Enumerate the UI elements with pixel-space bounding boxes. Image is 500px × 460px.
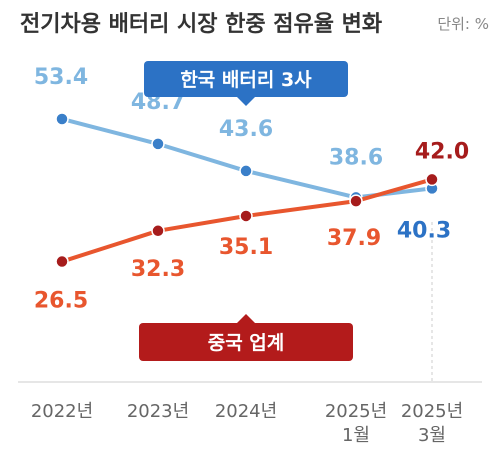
series-badge-0: 한국 배터리 3사 — [144, 61, 348, 106]
badge-pointer — [237, 314, 255, 323]
data-label: 43.6 — [219, 117, 273, 142]
chart-title: 전기차용 배터리 시장 한중 점유율 변화 — [20, 12, 382, 37]
x-tick-label: 2024년 — [215, 401, 277, 422]
data-label: 42.0 — [415, 139, 469, 164]
data-label: 32.3 — [131, 257, 185, 282]
data-label: 38.6 — [329, 145, 383, 170]
data-point — [349, 194, 363, 208]
series-badge-1: 중국 업계 — [139, 314, 353, 361]
data-label: 40.3 — [397, 218, 451, 243]
series-layer: 53.448.743.638.640.326.532.335.1 37.942.0 — [34, 65, 469, 314]
data-point — [55, 112, 69, 126]
data-label: 37.9 — [327, 226, 381, 251]
x-tick-labels: 2022년 2023년 2024년 2025년 1월 2025년 3월 — [31, 401, 463, 446]
series-1: 26.5 32.3 35.1 37.9 42.0 — [34, 139, 469, 313]
data-point — [151, 137, 165, 151]
data-point — [425, 172, 439, 187]
x-tick-label: 1월 — [342, 425, 370, 446]
series-name: 중국 업계 — [208, 332, 285, 354]
x-tick-label: 2025년 — [325, 401, 387, 422]
data-point — [55, 254, 69, 269]
series-name: 한국 배터리 3사 — [180, 69, 312, 91]
x-tick-label: 2023년 — [127, 401, 189, 422]
series-0: 53.448.743.638.640.3 — [34, 65, 451, 243]
x-tick-label: 3월 — [418, 425, 446, 446]
data-label: 35.1 — [219, 235, 273, 260]
x-tick-label: 2022년 — [31, 401, 93, 422]
x-tick-label: 2025년 — [401, 401, 463, 422]
data-point — [239, 164, 253, 178]
badge-box — [139, 323, 353, 361]
data-point — [151, 224, 165, 238]
badge-pointer — [237, 97, 255, 106]
data-label: 53.4 — [34, 65, 88, 90]
data-label: 26.5 — [34, 289, 88, 314]
badge-box — [144, 61, 348, 97]
chart-unit: 단위: % — [437, 15, 489, 33]
data-point — [239, 209, 253, 223]
